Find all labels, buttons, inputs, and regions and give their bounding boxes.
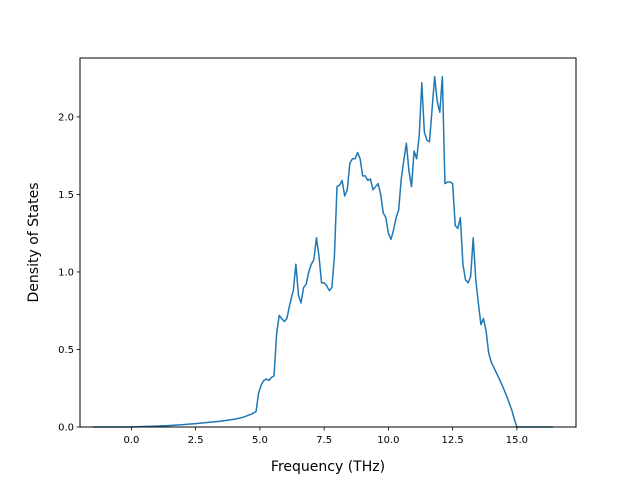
y-tick-label: 0.0 — [58, 423, 74, 434]
plot-frame — [79, 57, 577, 428]
x-tick-label: 2.5 — [188, 435, 204, 446]
x-tick-label: 12.5 — [442, 435, 464, 446]
series-line-0 — [92, 75, 553, 428]
plot-area — [92, 75, 553, 428]
y-tick-label: 1.5 — [58, 190, 74, 201]
y-axis: 0.0 0.5 1.0 1.5 2.0 — [58, 112, 80, 434]
y-tick-label: 0.5 — [58, 345, 74, 356]
x-axis: 0.0 2.5 5.0 7.5 10.0 12.5 15.0 — [123, 427, 528, 446]
y-axis-label: Density of States — [26, 183, 42, 303]
x-tick-label: 15.0 — [506, 435, 528, 446]
x-axis-label: Frequency (THz) — [271, 459, 385, 475]
y-tick-label: 1.0 — [58, 267, 74, 278]
x-tick-label: 10.0 — [377, 435, 399, 446]
x-tick-label: 7.5 — [316, 435, 332, 446]
x-tick-label: 5.0 — [252, 435, 268, 446]
x-tick-label: 0.0 — [123, 435, 139, 446]
y-tick-label: 2.0 — [58, 112, 74, 123]
